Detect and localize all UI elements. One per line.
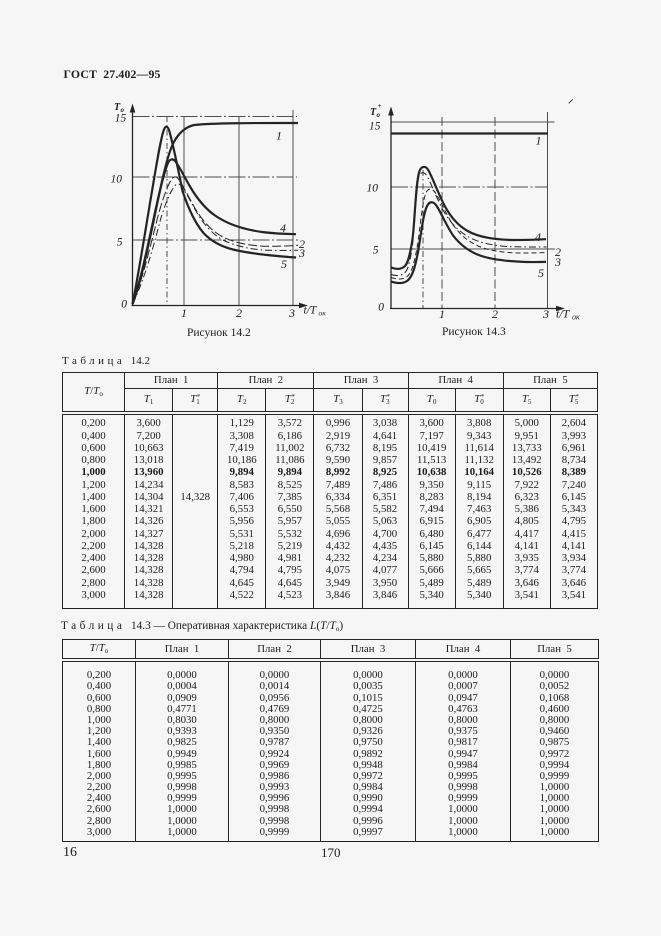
- svg-text:Т: Т: [370, 107, 377, 118]
- svg-text:ок: ок: [319, 309, 327, 318]
- svg-text:3: 3: [298, 246, 305, 260]
- svg-text:10: 10: [367, 183, 379, 195]
- svg-text:Т: Т: [114, 102, 121, 113]
- svg-text:t/Т: t/Т: [556, 307, 571, 321]
- svg-text:+: +: [378, 102, 382, 110]
- svg-text:5: 5: [373, 245, 379, 257]
- svg-text:3: 3: [288, 306, 295, 320]
- svg-text:15: 15: [369, 121, 381, 133]
- svg-text:3: 3: [554, 255, 561, 269]
- svg-text:5: 5: [281, 257, 287, 271]
- svg-text:1: 1: [276, 129, 282, 143]
- svg-text:1: 1: [536, 134, 542, 148]
- svg-text:10: 10: [111, 174, 123, 186]
- svg-text:ок: ок: [572, 313, 580, 322]
- svg-text:0: 0: [121, 299, 127, 311]
- svg-text:о: о: [121, 106, 125, 114]
- svg-text:15: 15: [115, 113, 127, 125]
- svg-text:2: 2: [555, 245, 561, 259]
- svg-text:5: 5: [538, 266, 544, 280]
- svg-text:t/Т: t/Т: [304, 305, 318, 317]
- svg-text:4: 4: [535, 230, 541, 244]
- svg-text:о: о: [377, 111, 381, 119]
- svg-text:1: 1: [181, 306, 187, 320]
- svg-text:1: 1: [439, 307, 445, 321]
- svg-text:5: 5: [117, 237, 123, 249]
- svg-text:2: 2: [299, 237, 305, 251]
- svg-text:3: 3: [542, 307, 549, 321]
- svg-text:4: 4: [280, 221, 286, 235]
- svg-text:2: 2: [492, 307, 498, 321]
- svg-text:0: 0: [378, 302, 384, 314]
- svg-text:2: 2: [236, 306, 242, 320]
